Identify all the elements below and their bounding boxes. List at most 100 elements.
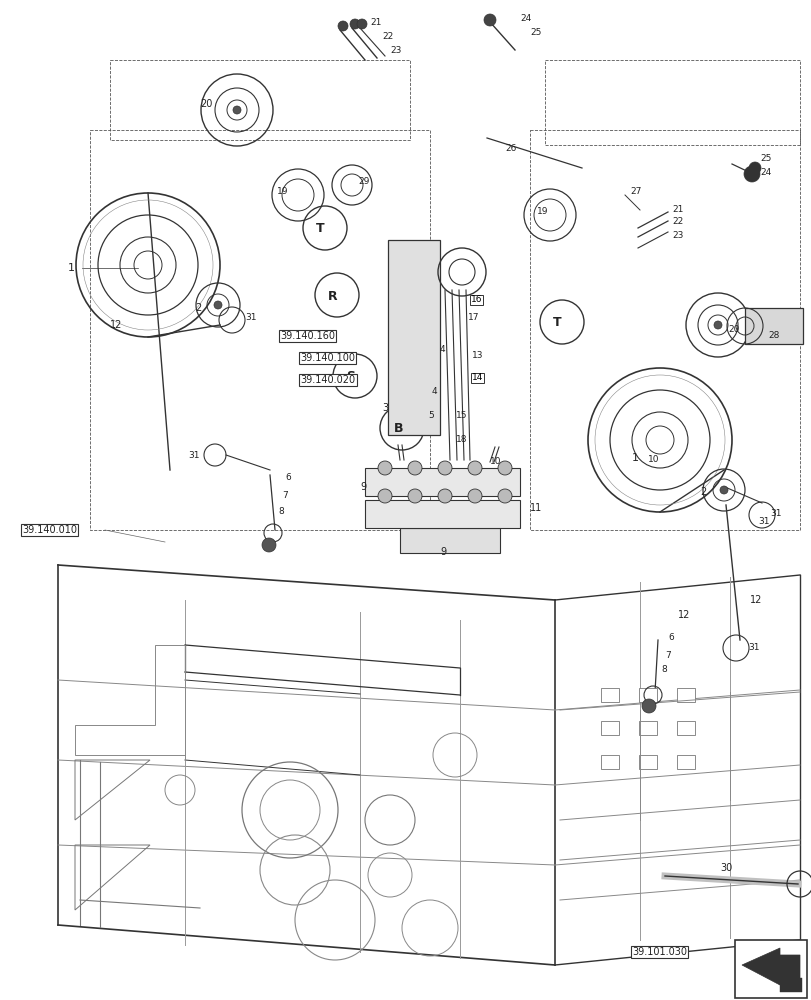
- Circle shape: [467, 489, 482, 503]
- Circle shape: [437, 461, 452, 475]
- Text: 22: 22: [672, 218, 682, 227]
- Bar: [365, 500, 519, 528]
- Text: 24: 24: [519, 14, 530, 23]
- Bar: [676, 721, 694, 735]
- Circle shape: [642, 699, 655, 713]
- Text: 1: 1: [68, 263, 75, 273]
- Text: 5: 5: [427, 412, 433, 420]
- Text: 1: 1: [631, 453, 638, 463]
- Text: 2: 2: [699, 487, 706, 497]
- Text: S: S: [345, 370, 354, 383]
- Circle shape: [233, 106, 241, 114]
- Text: 39.140.100: 39.140.100: [299, 353, 354, 363]
- Bar: [744, 308, 802, 344]
- Text: 7: 7: [664, 650, 670, 660]
- Bar: [600, 755, 618, 769]
- Bar: [365, 468, 519, 496]
- Text: 18: 18: [456, 436, 467, 444]
- Bar: [676, 755, 694, 769]
- Circle shape: [378, 489, 392, 503]
- Circle shape: [337, 21, 348, 31]
- Bar: [400, 528, 500, 553]
- Text: 31: 31: [769, 510, 780, 518]
- Text: 9: 9: [359, 482, 366, 492]
- Circle shape: [262, 538, 276, 552]
- Text: 24: 24: [759, 168, 770, 177]
- Text: 10: 10: [647, 456, 659, 464]
- Text: 20: 20: [200, 99, 212, 109]
- Text: 29: 29: [358, 177, 369, 186]
- Bar: [638, 688, 656, 702]
- Bar: [388, 240, 440, 435]
- Text: 6: 6: [285, 474, 290, 483]
- Circle shape: [467, 461, 482, 475]
- Bar: [600, 721, 618, 735]
- Text: 10: 10: [489, 458, 501, 466]
- Text: 4: 4: [440, 346, 445, 355]
- Circle shape: [497, 461, 512, 475]
- Text: 17: 17: [467, 314, 479, 322]
- Circle shape: [437, 489, 452, 503]
- Circle shape: [743, 166, 759, 182]
- Text: 9: 9: [440, 547, 445, 557]
- Text: 4: 4: [431, 387, 437, 396]
- Bar: [600, 688, 618, 702]
- Bar: [638, 721, 656, 735]
- Text: 11: 11: [530, 503, 542, 513]
- Text: 22: 22: [381, 32, 393, 41]
- Text: 8: 8: [660, 666, 666, 674]
- Text: 23: 23: [389, 46, 401, 55]
- Text: 21: 21: [672, 206, 683, 215]
- Text: 19: 19: [536, 207, 547, 216]
- Text: 3: 3: [381, 403, 388, 413]
- Text: 26: 26: [504, 144, 516, 153]
- Text: 25: 25: [759, 154, 770, 163]
- Text: T: T: [315, 223, 324, 235]
- Text: 16: 16: [470, 296, 482, 304]
- Text: 31: 31: [245, 314, 256, 322]
- Text: 12: 12: [677, 610, 689, 620]
- Text: T: T: [552, 316, 561, 330]
- Text: 20: 20: [727, 326, 739, 334]
- Text: 39.140.160: 39.140.160: [280, 331, 335, 341]
- Polygon shape: [741, 948, 799, 985]
- Circle shape: [214, 301, 221, 309]
- Circle shape: [407, 461, 422, 475]
- Text: 28: 28: [767, 332, 779, 340]
- Circle shape: [350, 19, 359, 29]
- Circle shape: [378, 461, 392, 475]
- Text: 2: 2: [195, 303, 201, 313]
- Text: 19: 19: [277, 187, 288, 196]
- Text: 27: 27: [629, 188, 641, 196]
- Text: 12: 12: [749, 595, 762, 605]
- Text: 39.140.010: 39.140.010: [22, 525, 77, 535]
- Text: R: R: [328, 290, 337, 302]
- Text: 25: 25: [530, 28, 541, 37]
- Text: 6: 6: [667, 634, 673, 643]
- Text: 30: 30: [719, 863, 732, 873]
- Text: 31: 31: [188, 450, 200, 460]
- Bar: [638, 755, 656, 769]
- Text: 14: 14: [471, 373, 483, 382]
- Text: 39.140.020: 39.140.020: [299, 375, 354, 385]
- Circle shape: [748, 162, 760, 174]
- Circle shape: [497, 489, 512, 503]
- Text: 13: 13: [471, 351, 483, 360]
- Text: 15: 15: [456, 410, 467, 420]
- Bar: [779, 978, 801, 992]
- Text: 7: 7: [281, 490, 287, 499]
- Text: 8: 8: [277, 508, 283, 516]
- Circle shape: [713, 321, 721, 329]
- Circle shape: [719, 486, 727, 494]
- Text: B: B: [393, 422, 403, 436]
- Text: 23: 23: [672, 231, 683, 239]
- Circle shape: [407, 489, 422, 503]
- Bar: [676, 688, 694, 702]
- Text: 39.101.030: 39.101.030: [631, 947, 686, 957]
- Text: 12: 12: [109, 320, 122, 330]
- Text: 21: 21: [370, 18, 381, 27]
- Circle shape: [357, 19, 367, 29]
- Text: 31: 31: [757, 518, 769, 526]
- Bar: [734, 940, 806, 998]
- Circle shape: [483, 14, 496, 26]
